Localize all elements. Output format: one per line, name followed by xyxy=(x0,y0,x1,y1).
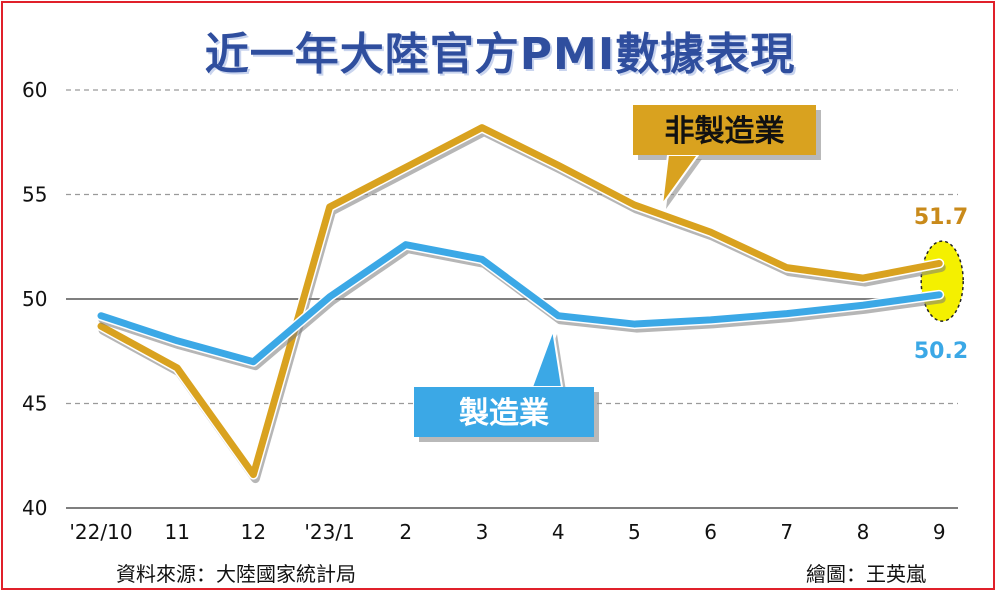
latest-value-label: 51.7 xyxy=(914,205,968,230)
x-tick-label: 5 xyxy=(628,520,641,544)
legend-badge-label: 製造業 xyxy=(459,396,549,431)
x-tick-label: 12 xyxy=(241,520,266,544)
latest-value-labels: 51.7 50.2 xyxy=(914,205,968,364)
x-tick-label: 2 xyxy=(399,520,412,544)
x-tick-label: '23/1 xyxy=(304,520,354,544)
series-line-1 xyxy=(97,241,943,366)
latest-value-label: 50.2 xyxy=(914,339,968,364)
legend-badge-0 xyxy=(633,105,816,155)
x-tick-label: 8 xyxy=(857,520,870,544)
x-tick-label: 11 xyxy=(164,520,189,544)
badge-tail xyxy=(661,154,700,206)
series-line-0 xyxy=(97,124,943,479)
x-tick-label: 6 xyxy=(704,520,717,544)
x-axis-ticks: '22/10 11 12 '23/1 2 3 4 5 6 7 8 9 xyxy=(69,520,945,544)
grid-lines xyxy=(66,89,958,509)
series-lines xyxy=(96,122,946,484)
source-note: 資料來源：大陸國家統計局 xyxy=(116,562,356,586)
x-tick-label: 7 xyxy=(780,520,793,544)
y-tick-label: 45 xyxy=(22,392,47,416)
legend-badge-1 xyxy=(414,387,594,437)
x-tick-label: 4 xyxy=(552,520,565,544)
legend-badge-label: 非製造業 xyxy=(665,114,785,149)
latest-value-highlight xyxy=(920,240,964,322)
y-tick-label: 40 xyxy=(22,496,47,520)
x-tick-label: '22/10 xyxy=(69,520,132,544)
chart-title: 近一年大陸官方PMI數據表現 xyxy=(204,29,796,80)
y-tick-label: 50 xyxy=(22,287,47,311)
y-tick-label: 60 xyxy=(22,78,47,102)
x-tick-label: 9 xyxy=(933,520,946,544)
series-outline-1 xyxy=(96,239,945,367)
x-tick-label: 3 xyxy=(476,520,489,544)
credit-note: 繪圖：王英嵐 xyxy=(806,562,926,586)
y-tick-label: 55 xyxy=(22,183,47,207)
y-axis-ticks: 60 55 50 45 40 xyxy=(22,78,47,520)
